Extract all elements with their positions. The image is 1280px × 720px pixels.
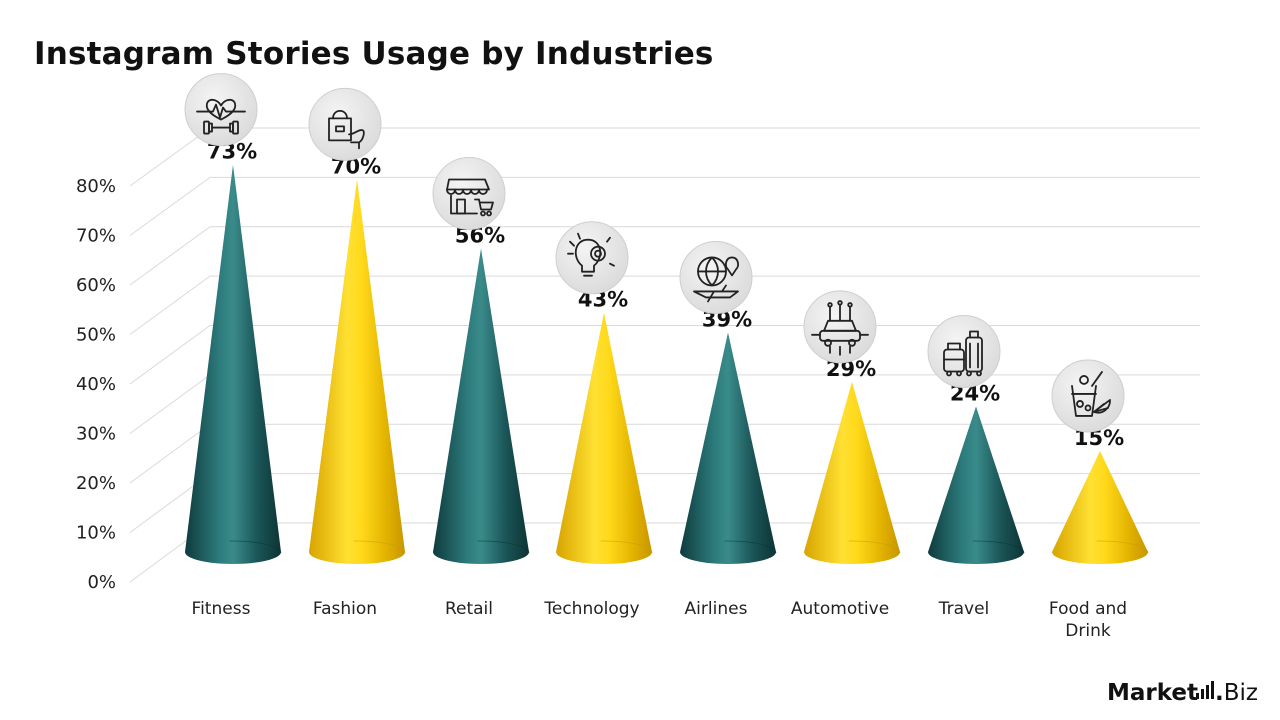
- y-tick-label: 20%: [76, 473, 116, 494]
- lightbulb-gear-icon: [555, 221, 629, 295]
- x-category-label: Retail: [445, 599, 493, 619]
- x-category-label: Fitness: [192, 599, 251, 619]
- x-category-label: Fashion: [313, 599, 377, 619]
- logo-text-rest: Biz: [1223, 680, 1258, 706]
- marketbiz-logo: Market . Biz: [1107, 680, 1258, 706]
- cone-bar-retail: [432, 248, 530, 566]
- y-tick-label: 10%: [76, 523, 116, 544]
- cone-bar-automotive: [803, 381, 901, 566]
- cone-base-edge: [1051, 540, 1149, 566]
- y-tick-label: 30%: [76, 424, 116, 445]
- cone-base-edge: [679, 540, 777, 566]
- globe-airplane-icon: [679, 240, 753, 314]
- y-tick-label: 60%: [76, 275, 116, 296]
- y-tick-label: 40%: [76, 374, 116, 395]
- x-category-label: Food and: [1049, 599, 1127, 619]
- x-category-label: Airlines: [685, 599, 748, 619]
- gridline: [129, 176, 1200, 236]
- heartbeat-dumbbell-icon: [184, 73, 258, 147]
- x-category-label: Drink: [1065, 621, 1111, 641]
- cocktail-lemon-icon: [1051, 359, 1125, 433]
- cone-base-edge: [803, 540, 901, 566]
- y-tick-label: 70%: [76, 226, 116, 247]
- cone-mark: [1052, 450, 1148, 564]
- cone-mark: [309, 179, 405, 564]
- chart-title: Instagram Stories Usage by Industries: [34, 36, 714, 72]
- cone-mark: [804, 381, 900, 564]
- cone-mark: [433, 248, 529, 564]
- y-tick-label: 80%: [76, 176, 116, 197]
- y-tick-label: 0%: [87, 572, 116, 593]
- gridline: [129, 473, 1200, 533]
- logo-bars-icon: [1196, 681, 1214, 699]
- x-category-label: Automotive: [791, 599, 889, 619]
- gridline: [129, 423, 1200, 484]
- cone-bar-travel: [927, 406, 1025, 566]
- cone-base-edge: [927, 540, 1025, 566]
- gridline: [129, 226, 1200, 286]
- cone-base-edge: [555, 540, 653, 566]
- cone-base-edge: [432, 540, 530, 566]
- car-circuit-icon: [803, 290, 877, 364]
- logo-text-dot: .: [1215, 680, 1224, 706]
- cone-base-edge: [308, 540, 406, 566]
- cone-base-edge: [184, 540, 282, 566]
- logo-text-bold: Market: [1106, 680, 1198, 706]
- gridline: [129, 275, 1200, 335]
- handbag-heel-icon: [308, 87, 382, 161]
- cone-mark: [556, 312, 652, 564]
- cone-bar-food-and-drink: [1051, 450, 1149, 566]
- cone-mark: [185, 164, 281, 564]
- cone-mark: [680, 332, 776, 564]
- cone-mark: [928, 406, 1024, 564]
- gridline: [129, 522, 1200, 583]
- storefront-cart-icon: [432, 157, 506, 230]
- cone-bar-fashion: [308, 179, 406, 566]
- x-category-label: Travel: [938, 599, 990, 619]
- cone-bar-fitness: [184, 164, 282, 566]
- y-tick-label: 50%: [76, 325, 116, 346]
- cone-bar-technology: [555, 312, 653, 566]
- cone-bar-airlines: [679, 332, 777, 566]
- x-category-label: Technology: [543, 599, 639, 619]
- luggage-icon: [927, 315, 1001, 388]
